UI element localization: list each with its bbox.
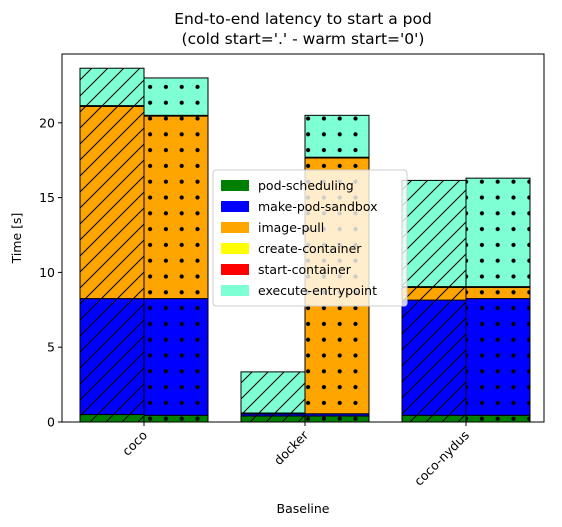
bar-coco-nydus-cold-pod-scheduling-hatch	[465, 414, 531, 423]
x-axis-ticks: coco docker coco-nydus	[119, 422, 472, 489]
y-tick-label: 5	[47, 340, 55, 355]
x-axis-label: Baseline	[277, 501, 330, 516]
bar-docker-warm-pod-scheduling-hatch	[240, 415, 306, 423]
legend-label-pod-scheduling: pod-scheduling	[258, 178, 354, 193]
chart-title-line-1: End-to-end latency to start a pod	[174, 10, 432, 28]
legend-label-create-container: create-container	[258, 241, 362, 256]
legend-label-execute-entrypoint: execute-entrypoint	[258, 283, 377, 298]
bar-coco-cold-image-pull-hatch	[143, 115, 209, 300]
legend-label-start-container: start-container	[258, 262, 352, 277]
bar-coco-nydus-warm-make-pod-sandbox-hatch	[401, 299, 467, 416]
legend-swatch-pod-scheduling	[221, 180, 249, 191]
chart-title: End-to-end latency to start a pod (cold …	[174, 10, 432, 48]
chart-title-line-2: (cold start='.' - warm start='0')	[182, 30, 425, 48]
x-tick-label: coco	[119, 428, 150, 459]
legend-swatch-create-container	[221, 243, 249, 254]
bar-coco-nydus-warm-execute-entrypoint-hatch	[401, 179, 467, 288]
legend-swatch-image-pull	[221, 222, 249, 233]
y-axis-label: Time [s]	[9, 213, 24, 265]
plot-frame	[61, 53, 545, 423]
bar-coco-cold-make-pod-sandbox-hatch	[143, 298, 209, 416]
bar-coco-warm-pod-scheduling-hatch	[79, 414, 145, 423]
legend: pod-scheduling make-pod-sandbox image-pull…	[212, 169, 408, 307]
legend-swatch-execute-entrypoint	[221, 285, 249, 296]
x-tick-label: coco-nydus	[411, 428, 472, 489]
bar-coco-cold-execute-entrypoint-hatch	[143, 77, 209, 116]
bar-docker-warm-execute-entrypoint-hatch	[240, 371, 306, 414]
bar-coco-nydus-warm-pod-scheduling-hatch	[401, 414, 467, 423]
legend-swatch-start-container	[221, 264, 249, 275]
bar-coco-nydus-warm-image-pull-hatch	[401, 286, 467, 301]
y-tick-label: 20	[39, 115, 55, 130]
bar-docker-cold-execute-entrypoint-hatch	[304, 114, 370, 158]
bar-coco-nydus-cold-make-pod-sandbox-hatch	[465, 298, 531, 416]
legend-label-image-pull: image-pull	[258, 220, 324, 235]
legend-swatch-make-pod-sandbox	[221, 201, 249, 212]
y-tick-label: 0	[47, 415, 55, 430]
bar-coco-warm-image-pull-hatch	[79, 105, 145, 300]
legend-box	[212, 169, 408, 307]
y-axis-ticks: 0 5 10 15 20	[39, 115, 62, 430]
bar-coco-warm-execute-entrypoint-hatch	[79, 67, 145, 107]
bar-docker-cold-pod-scheduling-hatch	[304, 415, 370, 423]
bar-coco-warm-make-pod-sandbox-hatch	[79, 298, 145, 416]
y-tick-label: 15	[39, 190, 55, 205]
x-tick-label: docker	[271, 427, 312, 468]
bar-coco-nydus-cold-execute-entrypoint-hatch	[465, 177, 531, 288]
bar-coco-nydus-cold-image-pull-hatch	[465, 286, 531, 300]
y-tick-label: 10	[39, 265, 55, 280]
legend-label-make-pod-sandbox: make-pod-sandbox	[258, 199, 377, 214]
bar-coco-cold-pod-scheduling-hatch	[143, 414, 209, 423]
